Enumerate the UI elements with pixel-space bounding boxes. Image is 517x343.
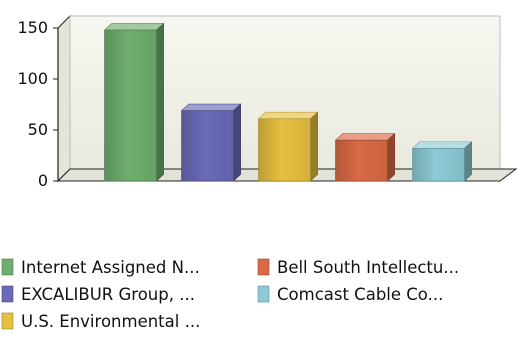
legend-swatch	[1, 285, 14, 303]
legend-swatch	[257, 285, 270, 303]
legend-item: Bell South Intellectu...	[257, 258, 459, 277]
bar-top	[103, 23, 165, 31]
bar-front	[104, 29, 157, 182]
bar-1	[103, 22, 165, 182]
bar-side	[156, 22, 164, 182]
legend-label: EXCALIBUR Group, ...	[21, 285, 195, 304]
bar-4	[334, 132, 396, 182]
bar-top	[180, 103, 242, 111]
legend-label: U.S. Environmental ...	[21, 312, 200, 331]
legend-swatch	[257, 258, 270, 276]
y-tick-label: 150	[17, 18, 48, 37]
left-wall	[57, 14, 71, 183]
y-tick-label: 50	[28, 120, 48, 139]
bar-5	[411, 141, 473, 182]
bar-front	[335, 139, 388, 182]
legend-item: U.S. Environmental ...	[1, 312, 200, 331]
bar-3	[257, 111, 319, 182]
legend-swatch	[1, 312, 14, 330]
bar-side	[233, 103, 241, 182]
legend: Internet Assigned N... EXCALIBUR Group, .…	[1, 258, 459, 331]
bar-top	[334, 133, 396, 141]
bar-top	[411, 141, 473, 149]
bar-front	[181, 110, 234, 182]
bar-series	[103, 22, 473, 182]
legend-label: Bell South Intellectu...	[277, 258, 459, 277]
legend-swatch	[1, 258, 14, 276]
legend-label: Internet Assigned N...	[21, 258, 200, 277]
bar-side	[464, 141, 473, 182]
y-tick-label: 100	[17, 69, 48, 88]
bar-front	[412, 148, 465, 182]
y-tick-label: 0	[38, 171, 48, 190]
legend-item: Comcast Cable Co...	[257, 285, 443, 304]
bar-side	[387, 132, 396, 182]
bar-top	[257, 111, 319, 120]
legend-label: Comcast Cable Co...	[277, 285, 443, 304]
legend-item: EXCALIBUR Group, ...	[1, 285, 195, 304]
bar-side	[310, 111, 319, 182]
y-axis: 0 50 100 150	[17, 18, 59, 190]
legend-item: Internet Assigned N...	[1, 258, 200, 277]
bar-2	[180, 103, 242, 182]
bar-front	[258, 118, 311, 182]
